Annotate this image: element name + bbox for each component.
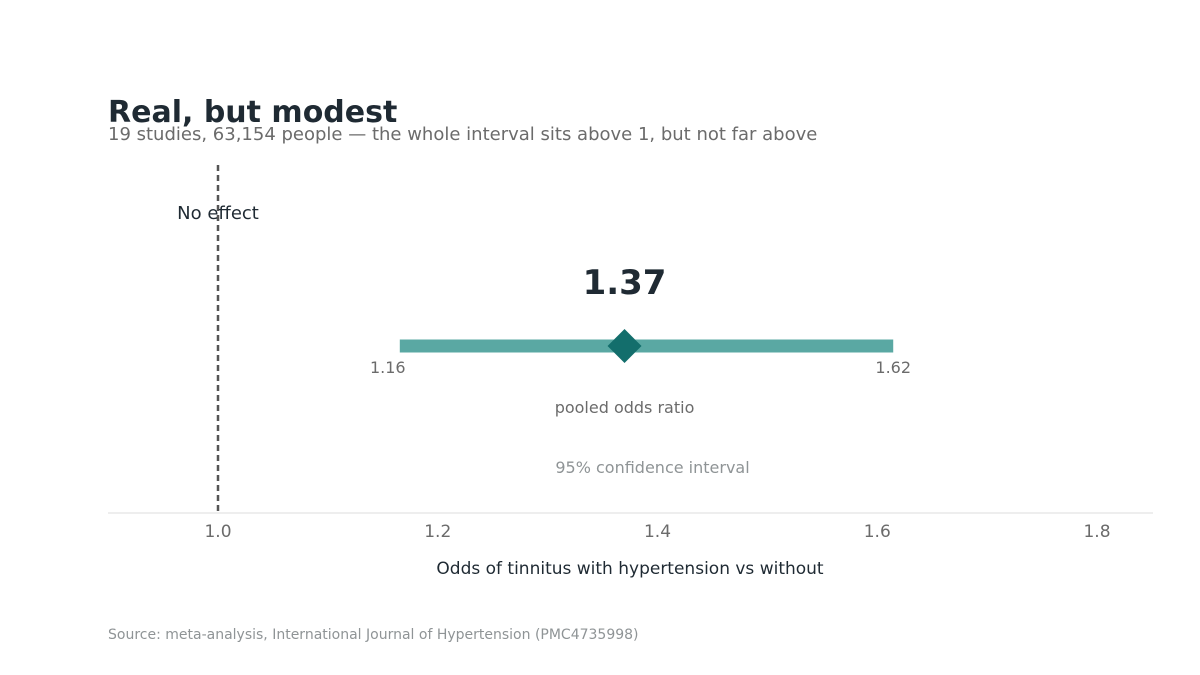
chart-title: Real, but modest xyxy=(108,95,398,130)
pooled-estimate-diamond xyxy=(607,329,642,363)
x-axis-ticks: 1.0 1.2 1.4 1.6 1.8 xyxy=(204,522,1110,542)
pooled-odds-ratio-caption: pooled odds ratio xyxy=(555,398,695,417)
chart-subtitle: 19 studies, 63,154 people — the whole in… xyxy=(108,124,818,145)
estimate-value-label: 1.37 xyxy=(583,263,667,303)
x-tick-label: 1.0 xyxy=(204,522,231,542)
ci-upper-label: 1.62 xyxy=(875,358,911,377)
confidence-interval-caption: 95% confidence interval xyxy=(555,458,749,477)
x-tick-label: 1.2 xyxy=(424,522,451,542)
x-axis-title: Odds of tinnitus with hypertension vs wi… xyxy=(436,559,824,579)
x-tick-label: 1.4 xyxy=(644,522,671,542)
ci-lower-label: 1.16 xyxy=(370,358,406,377)
source-note: Source: meta-analysis, International Jou… xyxy=(108,627,639,643)
x-tick-label: 1.6 xyxy=(864,522,891,542)
no-effect-label: No effect xyxy=(177,203,259,224)
x-tick-label: 1.8 xyxy=(1083,522,1110,542)
